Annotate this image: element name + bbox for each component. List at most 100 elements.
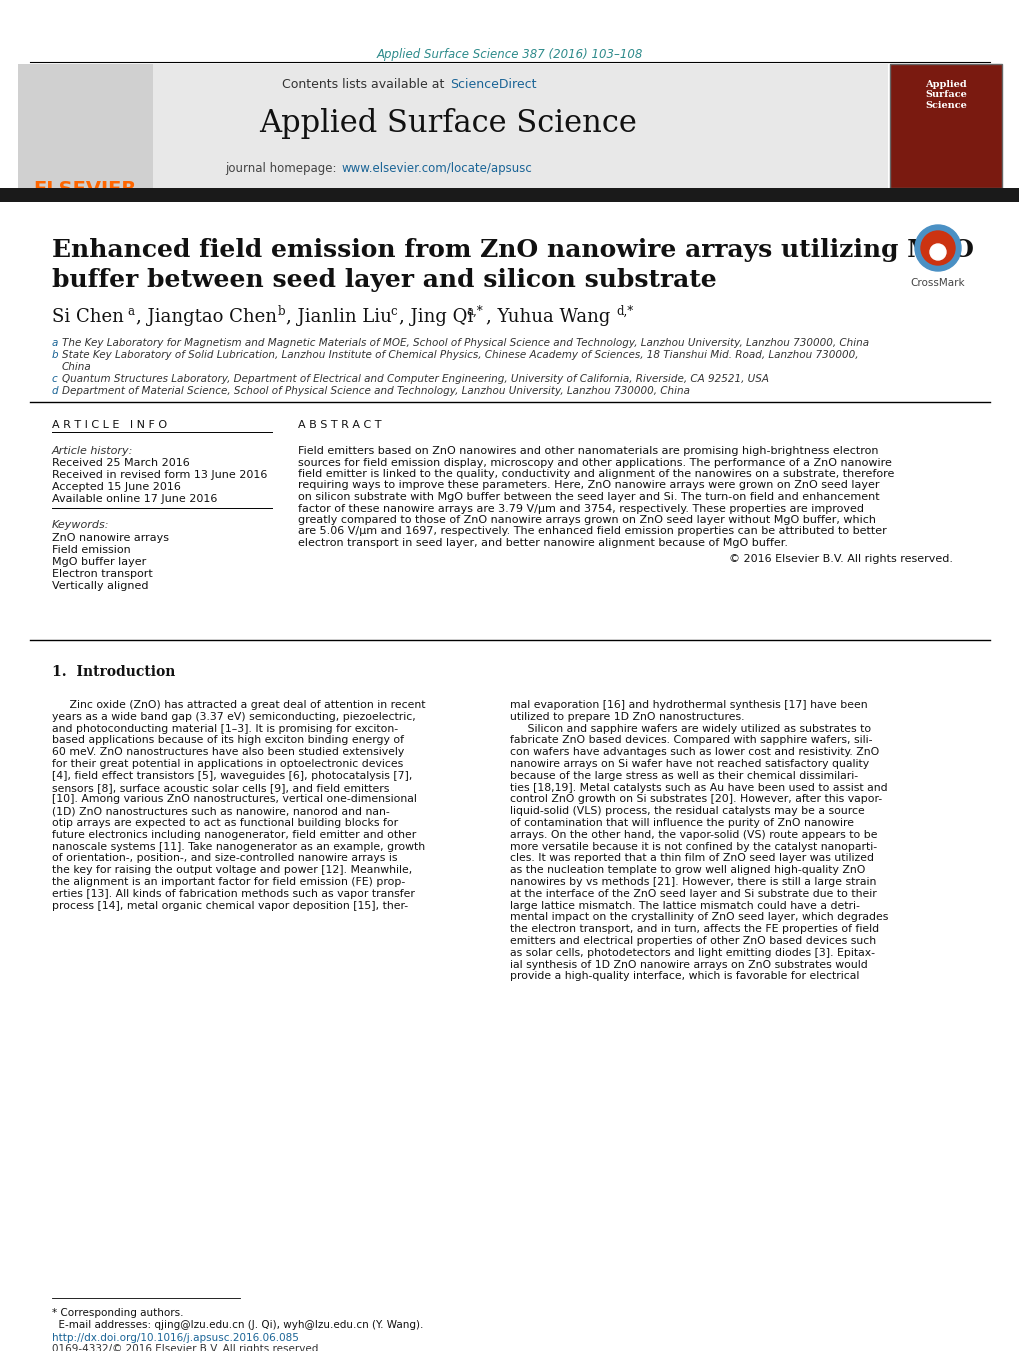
Text: [4], field effect transistors [5], waveguides [6], photocatalysis [7],: [4], field effect transistors [5], waveg…: [52, 771, 412, 781]
Text: electron transport in seed layer, and better nanowire alignment because of MgO b: electron transport in seed layer, and be…: [298, 538, 788, 549]
Circle shape: [929, 245, 945, 259]
Text: , Yuhua Wang: , Yuhua Wang: [485, 308, 609, 326]
Text: future electronics including nanogenerator, field emitter and other: future electronics including nanogenerat…: [52, 830, 416, 840]
Text: nanowire arrays on Si wafer have not reached satisfactory quality: nanowire arrays on Si wafer have not rea…: [510, 759, 868, 769]
Text: Field emitters based on ZnO nanowires and other nanomaterials are promising high: Field emitters based on ZnO nanowires an…: [298, 446, 877, 457]
Text: nanoscale systems [11]. Take nanogenerator as an example, growth: nanoscale systems [11]. Take nanogenerat…: [52, 842, 425, 851]
Text: otip arrays are expected to act as functional building blocks for: otip arrays are expected to act as funct…: [52, 817, 397, 828]
Text: because of the large stress as well as their chemical dissimilari-: because of the large stress as well as t…: [510, 771, 857, 781]
Text: con wafers have advantages such as lower cost and resistivity. ZnO: con wafers have advantages such as lower…: [510, 747, 878, 757]
Text: Zinc oxide (ZnO) has attracted a great deal of attention in recent: Zinc oxide (ZnO) has attracted a great d…: [52, 700, 425, 711]
Text: field emitter is linked to the quality, conductivity and alignment of the nanowi: field emitter is linked to the quality, …: [298, 469, 894, 480]
Text: Available online 17 June 2016: Available online 17 June 2016: [52, 494, 217, 504]
Text: cles. It was reported that a thin film of ZnO seed layer was utilized: cles. It was reported that a thin film o…: [510, 854, 873, 863]
Circle shape: [920, 231, 954, 265]
Text: c: c: [52, 374, 58, 384]
Text: large lattice mismatch. The lattice mismatch could have a detri-: large lattice mismatch. The lattice mism…: [510, 901, 859, 911]
Text: greatly compared to those of ZnO nanowire arrays grown on ZnO seed layer without: greatly compared to those of ZnO nanowir…: [298, 515, 875, 526]
FancyBboxPatch shape: [18, 63, 153, 188]
Text: Silicon and sapphire wafers are widely utilized as substrates to: Silicon and sapphire wafers are widely u…: [510, 724, 870, 734]
Text: Keywords:: Keywords:: [52, 520, 109, 530]
Text: A B S T R A C T: A B S T R A C T: [298, 420, 381, 430]
Text: requiring ways to improve these parameters. Here, ZnO nanowire arrays were grown: requiring ways to improve these paramete…: [298, 481, 878, 490]
Text: [10]. Among various ZnO nanostructures, vertical one-dimensional: [10]. Among various ZnO nanostructures, …: [52, 794, 417, 804]
Text: China: China: [62, 362, 92, 372]
Text: b: b: [278, 305, 285, 317]
Text: and photoconducting material [1–3]. It is promising for exciton-: and photoconducting material [1–3]. It i…: [52, 724, 397, 734]
Text: CrossMark: CrossMark: [910, 278, 964, 288]
Text: (1D) ZnO nanostructures such as nanowire, nanorod and nan-: (1D) ZnO nanostructures such as nanowire…: [52, 807, 389, 816]
Text: Enhanced field emission from ZnO nanowire arrays utilizing MgO: Enhanced field emission from ZnO nanowir…: [52, 238, 973, 262]
Text: Applied Surface Science 387 (2016) 103–108: Applied Surface Science 387 (2016) 103–1…: [376, 49, 643, 61]
Text: ScienceDirect: ScienceDirect: [449, 78, 536, 91]
Text: 60 meV. ZnO nanostructures have also been studied extensively: 60 meV. ZnO nanostructures have also bee…: [52, 747, 404, 757]
Text: Applied
Surface
Science: Applied Surface Science: [924, 80, 966, 109]
Text: ties [18,19]. Metal catalysts such as Au have been used to assist and: ties [18,19]. Metal catalysts such as Au…: [510, 782, 887, 793]
Text: Si Chen: Si Chen: [52, 308, 123, 326]
Text: d,*: d,*: [615, 305, 633, 317]
Text: the key for raising the output voltage and power [12]. Meanwhile,: the key for raising the output voltage a…: [52, 865, 412, 875]
Text: journal homepage:: journal homepage:: [224, 162, 339, 176]
Text: ELSEVIER: ELSEVIER: [34, 180, 137, 199]
Text: provide a high-quality interface, which is favorable for electrical: provide a high-quality interface, which …: [510, 971, 859, 981]
Text: fabricate ZnO based devices. Compared with sapphire wafers, sili-: fabricate ZnO based devices. Compared wi…: [510, 735, 871, 746]
Text: The Key Laboratory for Magnetism and Magnetic Materials of MOE, School of Physic: The Key Laboratory for Magnetism and Mag…: [62, 338, 868, 349]
Text: Received 25 March 2016: Received 25 March 2016: [52, 458, 190, 467]
Text: emitters and electrical properties of other ZnO based devices such: emitters and electrical properties of ot…: [510, 936, 875, 946]
Text: A R T I C L E   I N F O: A R T I C L E I N F O: [52, 420, 167, 430]
Text: are 5.06 V/μm and 1697, respectively. The enhanced field emission properties can: are 5.06 V/μm and 1697, respectively. Th…: [298, 527, 886, 536]
Text: on silicon substrate with MgO buffer between the seed layer and Si. The turn-on : on silicon substrate with MgO buffer bet…: [298, 492, 878, 503]
Text: b: b: [52, 350, 58, 359]
Text: years as a wide band gap (3.37 eV) semiconducting, piezoelectric,: years as a wide band gap (3.37 eV) semic…: [52, 712, 416, 721]
Text: E-mail addresses: qjing@lzu.edu.cn (J. Qi), wyh@lzu.edu.cn (Y. Wang).: E-mail addresses: qjing@lzu.edu.cn (J. Q…: [52, 1320, 423, 1329]
Text: at the interface of the ZnO seed layer and Si substrate due to their: at the interface of the ZnO seed layer a…: [510, 889, 876, 898]
Text: http://dx.doi.org/10.1016/j.apsusc.2016.06.085: http://dx.doi.org/10.1016/j.apsusc.2016.…: [52, 1333, 299, 1343]
Text: control ZnO growth on Si substrates [20]. However, after this vapor-: control ZnO growth on Si substrates [20]…: [510, 794, 881, 804]
Text: as the nucleation template to grow well aligned high-quality ZnO: as the nucleation template to grow well …: [510, 865, 864, 875]
Text: nanowires by vs methods [21]. However, there is still a large strain: nanowires by vs methods [21]. However, t…: [510, 877, 875, 888]
Text: Department of Material Science, School of Physical Science and Technology, Lanzh: Department of Material Science, School o…: [62, 386, 689, 396]
Text: State Key Laboratory of Solid Lubrication, Lanzhou Institute of Chemical Physics: State Key Laboratory of Solid Lubricatio…: [62, 350, 858, 359]
Text: 0169-4332/© 2016 Elsevier B.V. All rights reserved.: 0169-4332/© 2016 Elsevier B.V. All right…: [52, 1344, 321, 1351]
Text: ial synthesis of 1D ZnO nanowire arrays on ZnO substrates would: ial synthesis of 1D ZnO nanowire arrays …: [510, 959, 867, 970]
Text: utilized to prepare 1D ZnO nanostructures.: utilized to prepare 1D ZnO nanostructure…: [510, 712, 744, 721]
Text: a,*: a,*: [466, 305, 482, 317]
Text: , Jing Qi: , Jing Qi: [398, 308, 473, 326]
Text: mental impact on the crystallinity of ZnO seed layer, which degrades: mental impact on the crystallinity of Zn…: [510, 912, 888, 923]
Text: www.elsevier.com/locate/apsusc: www.elsevier.com/locate/apsusc: [341, 162, 532, 176]
Text: , Jianlin Liu: , Jianlin Liu: [285, 308, 391, 326]
Text: for their great potential in applications in optoelectronic devices: for their great potential in application…: [52, 759, 403, 769]
Text: mal evaporation [16] and hydrothermal synthesis [17] have been: mal evaporation [16] and hydrothermal sy…: [510, 700, 867, 711]
Text: erties [13]. All kinds of fabrication methods such as vapor transfer: erties [13]. All kinds of fabrication me…: [52, 889, 415, 898]
Text: Applied Surface Science: Applied Surface Science: [259, 108, 636, 139]
Text: based applications because of its high exciton binding energy of: based applications because of its high e…: [52, 735, 404, 746]
Text: sources for field emission display, microscopy and other applications. The perfo: sources for field emission display, micr…: [298, 458, 891, 467]
Text: © 2016 Elsevier B.V. All rights reserved.: © 2016 Elsevier B.V. All rights reserved…: [729, 554, 952, 563]
Text: arrays. On the other hand, the vapor-solid (VS) route appears to be: arrays. On the other hand, the vapor-sol…: [510, 830, 876, 840]
Text: Article history:: Article history:: [52, 446, 133, 457]
FancyBboxPatch shape: [18, 63, 888, 188]
Text: the alignment is an important factor for field emission (FE) prop-: the alignment is an important factor for…: [52, 877, 405, 888]
Text: sensors [8], surface acoustic solar cells [9], and field emitters: sensors [8], surface acoustic solar cell…: [52, 782, 389, 793]
Text: buffer between seed layer and silicon substrate: buffer between seed layer and silicon su…: [52, 267, 716, 292]
Text: Electron transport: Electron transport: [52, 569, 153, 580]
Text: 1.  Introduction: 1. Introduction: [52, 665, 175, 680]
Text: Field emission: Field emission: [52, 544, 130, 555]
Text: a: a: [52, 338, 58, 349]
Text: of orientation-, position-, and size-controlled nanowire arrays is: of orientation-, position-, and size-con…: [52, 854, 397, 863]
Text: MgO buffer layer: MgO buffer layer: [52, 557, 146, 567]
Text: Contents lists available at: Contents lists available at: [281, 78, 447, 91]
Text: , Jiangtao Chen: , Jiangtao Chen: [136, 308, 277, 326]
Text: * Corresponding authors.: * Corresponding authors.: [52, 1308, 183, 1319]
Circle shape: [914, 226, 960, 272]
Text: Accepted 15 June 2016: Accepted 15 June 2016: [52, 482, 180, 492]
FancyBboxPatch shape: [0, 188, 1019, 203]
Text: d: d: [52, 386, 58, 396]
Text: Received in revised form 13 June 2016: Received in revised form 13 June 2016: [52, 470, 267, 480]
FancyBboxPatch shape: [890, 63, 1001, 188]
Text: c: c: [389, 305, 396, 317]
Text: the electron transport, and in turn, affects the FE properties of field: the electron transport, and in turn, aff…: [510, 924, 878, 934]
Text: ZnO nanowire arrays: ZnO nanowire arrays: [52, 534, 169, 543]
Text: Vertically aligned: Vertically aligned: [52, 581, 149, 590]
Text: process [14], metal organic chemical vapor deposition [15], ther-: process [14], metal organic chemical vap…: [52, 901, 408, 911]
